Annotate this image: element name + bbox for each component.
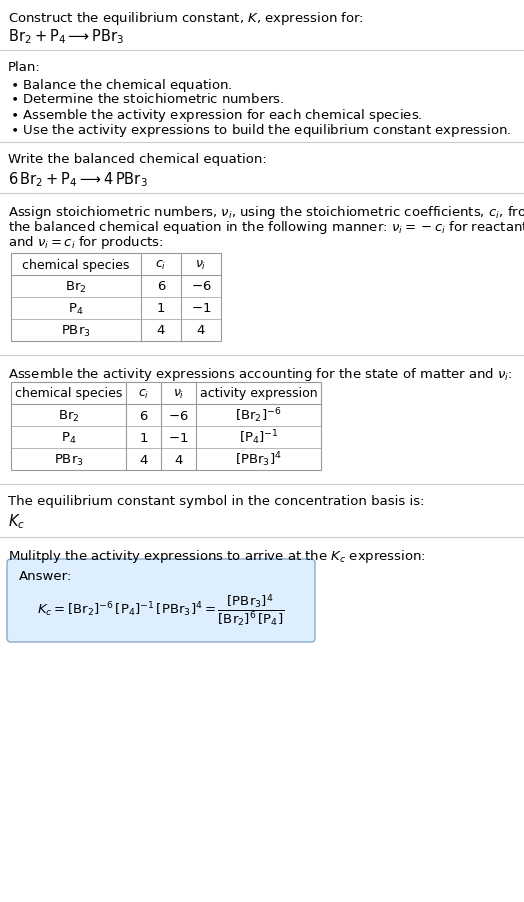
Text: Write the balanced chemical equation:: Write the balanced chemical equation: xyxy=(8,152,267,166)
Text: 6: 6 xyxy=(139,409,148,422)
Text: $c_i$: $c_i$ xyxy=(156,258,167,272)
Text: $\bullet$ Determine the stoichiometric numbers.: $\bullet$ Determine the stoichiometric n… xyxy=(10,92,285,106)
Text: the balanced chemical equation in the following manner: $\nu_i = -c_i$ for react: the balanced chemical equation in the fo… xyxy=(8,219,524,235)
Text: $[\mathrm{PBr_3}]^4$: $[\mathrm{PBr_3}]^4$ xyxy=(235,450,282,469)
Text: $-6$: $-6$ xyxy=(168,409,189,422)
Text: $\mathrm{P_4}$: $\mathrm{P_4}$ xyxy=(68,301,84,317)
Text: $\bullet$ Balance the chemical equation.: $\bullet$ Balance the chemical equation. xyxy=(10,77,233,94)
Text: 4: 4 xyxy=(139,453,148,466)
Text: Answer:: Answer: xyxy=(19,569,72,583)
Text: 6: 6 xyxy=(157,281,165,293)
Text: $[\mathrm{P_4}]^{-1}$: $[\mathrm{P_4}]^{-1}$ xyxy=(239,428,278,446)
Text: $\mathrm{Br_2}$: $\mathrm{Br_2}$ xyxy=(65,279,87,294)
Text: $-1$: $-1$ xyxy=(168,431,189,444)
Text: chemical species: chemical species xyxy=(15,387,122,400)
Text: $\bullet$ Use the activity expressions to build the equilibrium constant express: $\bullet$ Use the activity expressions t… xyxy=(10,122,511,139)
Text: Plan:: Plan: xyxy=(8,61,41,74)
Text: and $\nu_i = c_i$ for products:: and $\nu_i = c_i$ for products: xyxy=(8,234,163,251)
Bar xyxy=(11,253,221,342)
Text: $\nu_i$: $\nu_i$ xyxy=(173,387,184,400)
Text: $\nu_i$: $\nu_i$ xyxy=(195,258,206,272)
Text: $K_c = [\mathrm{Br_2}]^{-6}\,[\mathrm{P_4}]^{-1}\,[\mathrm{PBr_3}]^4 = \dfrac{[\: $K_c = [\mathrm{Br_2}]^{-6}\,[\mathrm{P_… xyxy=(37,592,285,628)
Text: Assign stoichiometric numbers, $\nu_i$, using the stoichiometric coefficients, $: Assign stoichiometric numbers, $\nu_i$, … xyxy=(8,204,524,221)
Text: $\mathrm{Br_2}$: $\mathrm{Br_2}$ xyxy=(58,408,79,423)
FancyBboxPatch shape xyxy=(7,559,315,642)
Text: $\mathrm{Br_2 + P_4 \longrightarrow PBr_3}$: $\mathrm{Br_2 + P_4 \longrightarrow PBr_… xyxy=(8,27,124,46)
Text: $6\,\mathrm{Br_2 + P_4 \longrightarrow 4\,PBr_3}$: $6\,\mathrm{Br_2 + P_4 \longrightarrow 4… xyxy=(8,170,148,189)
Text: Assemble the activity expressions accounting for the state of matter and $\nu_i$: Assemble the activity expressions accoun… xyxy=(8,365,512,382)
Text: 4: 4 xyxy=(197,324,205,337)
Text: Construct the equilibrium constant, $K$, expression for:: Construct the equilibrium constant, $K$,… xyxy=(8,10,364,27)
Text: $\bullet$ Assemble the activity expression for each chemical species.: $\bullet$ Assemble the activity expressi… xyxy=(10,106,423,124)
Text: chemical species: chemical species xyxy=(23,258,129,272)
Text: $\mathrm{P_4}$: $\mathrm{P_4}$ xyxy=(61,430,76,445)
Bar xyxy=(11,253,221,342)
Text: 1: 1 xyxy=(157,302,165,315)
Bar xyxy=(11,382,321,471)
Text: $K_c$: $K_c$ xyxy=(8,511,25,530)
Text: $\mathrm{PBr_3}$: $\mathrm{PBr_3}$ xyxy=(61,323,91,338)
Text: 4: 4 xyxy=(174,453,183,466)
Text: $-1$: $-1$ xyxy=(191,302,211,315)
Text: The equilibrium constant symbol in the concentration basis is:: The equilibrium constant symbol in the c… xyxy=(8,494,424,508)
Text: $\mathrm{PBr_3}$: $\mathrm{PBr_3}$ xyxy=(53,452,83,467)
Text: 4: 4 xyxy=(157,324,165,337)
Bar xyxy=(11,382,321,471)
Text: activity expression: activity expression xyxy=(200,387,318,400)
Text: $-6$: $-6$ xyxy=(191,281,211,293)
Text: Mulitply the activity expressions to arrive at the $K_c$ expression:: Mulitply the activity expressions to arr… xyxy=(8,548,426,565)
Text: $[\mathrm{Br_2}]^{-6}$: $[\mathrm{Br_2}]^{-6}$ xyxy=(235,406,282,425)
Text: 1: 1 xyxy=(139,431,148,444)
Text: $c_i$: $c_i$ xyxy=(138,387,149,400)
